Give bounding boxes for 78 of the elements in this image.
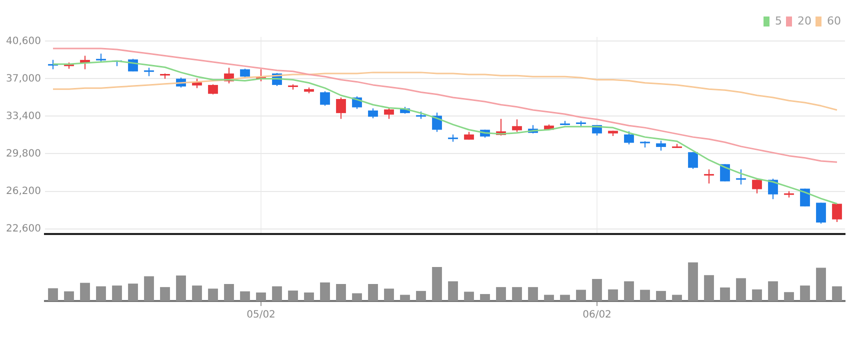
bar: [736, 278, 746, 301]
bar: [480, 294, 490, 301]
bar: [656, 290, 666, 301]
legend-label: 5: [775, 14, 782, 28]
legend-label: 20: [798, 14, 812, 28]
bar: [816, 268, 826, 301]
candlestick: [624, 130, 634, 145]
candlestick: [240, 68, 250, 79]
bar: [560, 294, 570, 301]
candlestick: [704, 168, 714, 184]
candlestick: [208, 84, 218, 95]
bar: [64, 291, 74, 301]
bar: [48, 288, 58, 301]
bar: [784, 292, 794, 301]
bar: [384, 288, 394, 301]
bar: [704, 275, 714, 301]
candlestick: [192, 78, 202, 89]
bar: [368, 284, 378, 301]
bar: [464, 292, 474, 301]
bar: [80, 282, 90, 301]
candlestick: [512, 118, 522, 132]
bar: [320, 282, 330, 301]
bar: [608, 289, 618, 301]
bar: [352, 293, 362, 301]
y-tick-label: 40,600: [6, 36, 41, 47]
bar: [336, 284, 346, 301]
bar: [400, 294, 410, 301]
bar: [288, 290, 298, 301]
bar: [416, 290, 426, 301]
candlestick: [336, 96, 346, 120]
candlestick: [800, 188, 810, 207]
y-tick-label: 29,800: [6, 148, 41, 160]
bar: [752, 289, 762, 301]
candlestick: [832, 203, 842, 223]
bar: [128, 284, 138, 301]
y-tick-label: 22,600: [6, 223, 41, 234]
bar: [272, 286, 282, 301]
candlestick: [368, 108, 378, 119]
bar: [224, 284, 234, 301]
bar: [496, 287, 506, 301]
bar: [208, 288, 218, 301]
bar: [96, 286, 106, 301]
bar: [768, 281, 778, 301]
candlestick: [752, 179, 762, 194]
candlestick: [432, 112, 442, 132]
bar: [144, 276, 154, 301]
bar: [176, 275, 186, 301]
bar: [832, 286, 842, 301]
bar: [448, 281, 458, 301]
x-tick-label: 05/02: [246, 310, 276, 321]
bar: [720, 287, 730, 301]
bar: [688, 262, 698, 301]
bar: [304, 292, 314, 301]
candlestick: [688, 152, 698, 170]
bar: [512, 287, 522, 301]
bar: [160, 287, 170, 301]
y-tick-label: 37,000: [6, 73, 41, 84]
candlestick: [816, 202, 826, 224]
x-tick-label: 06/02: [582, 310, 612, 321]
bar: [432, 266, 442, 301]
bar: [640, 290, 650, 301]
legend-label: 60: [827, 14, 842, 28]
bar: [624, 281, 634, 301]
candlestick: [320, 90, 330, 106]
bar: [672, 294, 682, 301]
candlestick: [384, 108, 394, 120]
bar: [112, 286, 122, 301]
candlestick: [656, 140, 666, 152]
bar: [576, 290, 586, 301]
candlestick: [736, 168, 746, 185]
bar: [800, 286, 810, 301]
bar: [240, 291, 250, 301]
bar: [192, 286, 202, 301]
candlestick: [720, 164, 730, 182]
y-tick-label: 26,200: [6, 186, 41, 197]
y-tick-label: 33,400: [6, 110, 41, 122]
bar: [528, 287, 538, 301]
bar: [544, 294, 554, 301]
